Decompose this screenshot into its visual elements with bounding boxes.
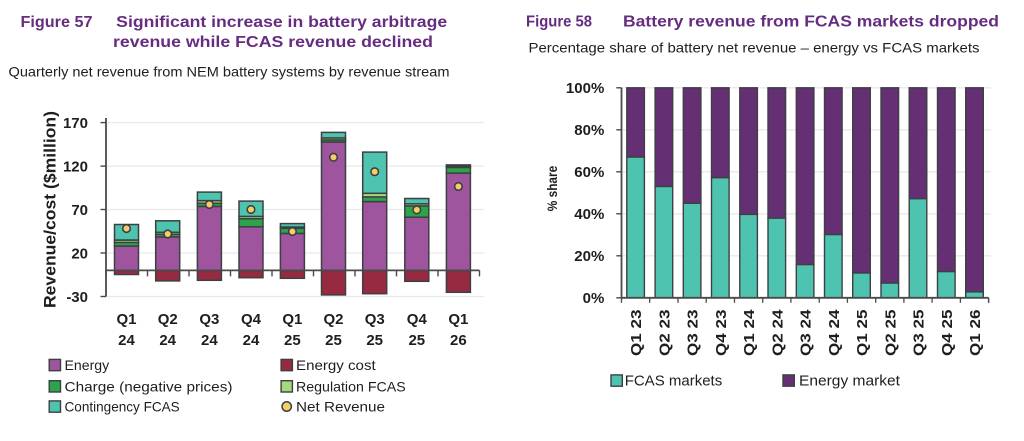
svg-text:26: 26	[450, 332, 467, 349]
svg-text:Quarterly net revenue from NEM: Quarterly net revenue from NEM battery s…	[9, 63, 450, 79]
svg-text:25: 25	[284, 332, 301, 349]
svg-text:25: 25	[366, 332, 383, 349]
svg-text:Q4: Q4	[407, 311, 428, 328]
svg-text:% share: % share	[544, 166, 560, 212]
svg-text:Net Revenue: Net Revenue	[296, 399, 385, 415]
svg-text:80%: 80%	[574, 122, 604, 139]
svg-text:Q4 23: Q4 23	[713, 310, 730, 357]
svg-text:Q3: Q3	[365, 311, 385, 328]
svg-text:Energy cost: Energy cost	[296, 357, 376, 373]
svg-text:Q2 25: Q2 25	[882, 310, 899, 357]
svg-text:0%: 0%	[583, 290, 605, 307]
svg-text:Q4 25: Q4 25	[939, 310, 956, 357]
svg-text:Regulation FCAS: Regulation FCAS	[296, 378, 406, 394]
svg-text:100%: 100%	[566, 80, 604, 97]
svg-text:Q2: Q2	[158, 311, 178, 328]
svg-text:40%: 40%	[574, 206, 604, 223]
svg-text:24: 24	[118, 332, 135, 349]
svg-text:25: 25	[325, 332, 342, 349]
svg-text:24: 24	[159, 332, 176, 349]
svg-text:Figure 58: Figure 58	[526, 13, 592, 30]
svg-text:Q3 23: Q3 23	[685, 310, 702, 357]
svg-text:revenue while FCAS revenue dec: revenue while FCAS revenue declined	[113, 34, 433, 51]
svg-text:Q2 24: Q2 24	[769, 309, 786, 356]
svg-text:60%: 60%	[574, 164, 604, 181]
svg-text:Percentage share of battery ne: Percentage share of battery net revenue …	[529, 40, 980, 56]
svg-text:Q1: Q1	[116, 311, 136, 328]
svg-text:-30: -30	[66, 289, 88, 306]
svg-text:20%: 20%	[574, 248, 604, 265]
svg-text:Q3: Q3	[199, 311, 219, 328]
svg-text:Contingency FCAS: Contingency FCAS	[65, 399, 180, 415]
svg-text:Q1 25: Q1 25	[854, 310, 871, 357]
svg-text:Q1: Q1	[448, 311, 468, 328]
svg-text:Q4 24: Q4 24	[826, 309, 843, 356]
svg-text:Q1: Q1	[282, 311, 302, 328]
svg-text:170: 170	[63, 115, 88, 132]
svg-text:24: 24	[243, 332, 260, 349]
svg-text:Q3 24: Q3 24	[798, 309, 815, 356]
svg-text:Significant increase in batter: Significant increase in battery arbitrag…	[116, 14, 447, 31]
svg-text:FCAS markets: FCAS markets	[625, 373, 723, 390]
svg-text:120: 120	[63, 158, 88, 175]
svg-text:Battery revenue from FCAS mark: Battery revenue from FCAS markets droppe…	[623, 13, 999, 30]
svg-text:Charge (negative prices): Charge (negative prices)	[65, 378, 233, 394]
svg-text:Q1 24: Q1 24	[741, 309, 758, 356]
svg-text:Q1 23: Q1 23	[628, 310, 645, 357]
svg-text:24: 24	[201, 332, 218, 349]
svg-text:Q1 26: Q1 26	[967, 310, 984, 357]
svg-text:Q2 23: Q2 23	[656, 310, 673, 357]
svg-text:Energy market: Energy market	[799, 373, 901, 390]
svg-text:Figure 57: Figure 57	[21, 14, 93, 31]
svg-text:25: 25	[408, 332, 425, 349]
svg-text:Energy: Energy	[65, 357, 110, 373]
svg-text:Q4: Q4	[241, 311, 262, 328]
svg-text:20: 20	[71, 245, 88, 262]
svg-text:Q3 25: Q3 25	[911, 310, 928, 357]
svg-text:Q2: Q2	[323, 311, 343, 328]
svg-text:Revenue/cost ($million): Revenue/cost ($million)	[41, 111, 60, 308]
svg-text:70: 70	[71, 202, 88, 219]
